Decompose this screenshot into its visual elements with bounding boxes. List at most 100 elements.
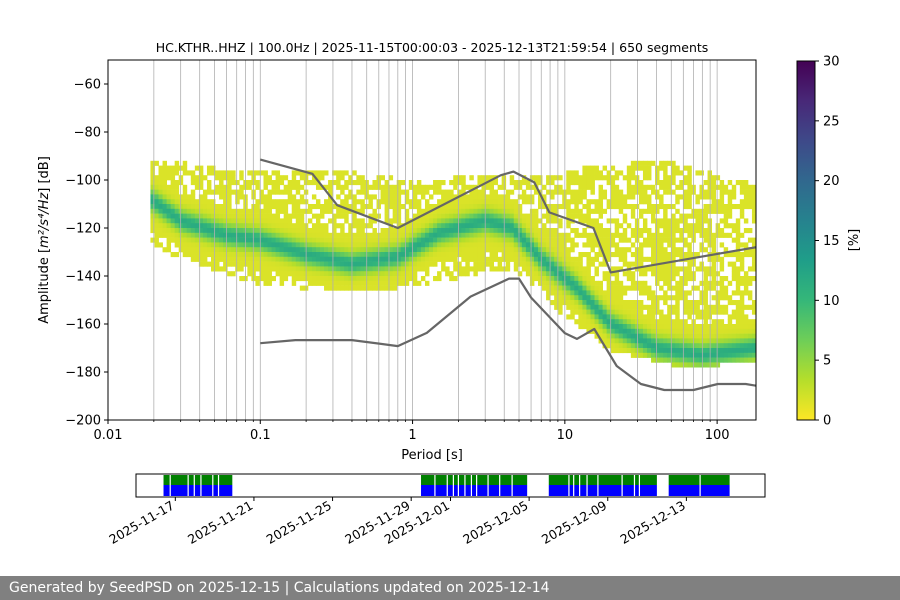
density-cell: [618, 319, 624, 325]
density-cell: [578, 314, 583, 320]
density-cell: [497, 218, 503, 224]
density-cell: [655, 333, 660, 339]
density-cell: [320, 228, 325, 234]
density-cell: [227, 271, 232, 277]
colorbar-tick-label: 25: [823, 114, 840, 129]
density-cell: [647, 333, 652, 339]
density-cell: [388, 218, 394, 224]
density-cell: [481, 213, 486, 219]
density-cell: [433, 208, 438, 214]
density-cell: [287, 266, 293, 272]
density-cell: [235, 256, 240, 262]
density-cell: [570, 314, 575, 320]
density-cell: [743, 199, 749, 205]
density-cell: [590, 242, 595, 248]
density-cell: [186, 252, 192, 258]
density-cell: [602, 319, 608, 325]
density-cell: [695, 228, 700, 234]
density-cell: [606, 290, 612, 296]
density-cell: [582, 184, 587, 190]
density-cell: [198, 256, 204, 262]
density-cell: [594, 300, 599, 306]
coverage-gap: [452, 475, 454, 496]
density-cell: [598, 175, 603, 181]
density-cell: [170, 184, 176, 190]
density-cell: [731, 333, 737, 339]
density-cell: [695, 324, 700, 330]
density-cell: [703, 237, 708, 243]
density-cell: [279, 266, 285, 272]
density-cell: [578, 189, 583, 195]
density-cell: [719, 228, 725, 234]
density-cell: [166, 194, 172, 200]
density-cell: [509, 213, 515, 219]
chart-title: HC.KTHR..HHZ | 100.0Hz | 2025-11-15T00:0…: [156, 40, 709, 55]
density-cell: [626, 194, 632, 200]
density-cell: [727, 180, 733, 186]
density-cell: [574, 285, 579, 291]
density-cell: [529, 261, 535, 267]
density-cell: [743, 352, 749, 358]
density-cell: [618, 256, 624, 262]
density-cell: [715, 256, 721, 262]
density-cell: [679, 328, 684, 334]
density-cell: [392, 208, 398, 214]
density-cell: [267, 228, 272, 234]
density-cell: [739, 314, 745, 320]
density-cell: [267, 175, 272, 181]
density-cell: [396, 213, 402, 219]
density-cell: [618, 290, 624, 296]
density-cell: [546, 237, 551, 243]
density-cell: [647, 175, 652, 181]
density-cell: [594, 228, 599, 234]
density-cell: [671, 228, 676, 234]
density-cell: [392, 256, 398, 262]
density-cell: [747, 343, 753, 349]
density-cell: [562, 232, 567, 238]
density-cell: [602, 189, 608, 195]
density-cell: [311, 228, 317, 234]
density-cell: [150, 223, 155, 229]
density-cell: [626, 319, 632, 325]
density-cell: [320, 280, 325, 286]
density-cell: [497, 228, 503, 234]
density-cell: [485, 256, 490, 262]
density-cell: [719, 324, 725, 330]
density-cell: [416, 266, 422, 272]
density-cell: [723, 184, 729, 190]
density-cell: [437, 276, 442, 282]
density-cell: [493, 180, 499, 186]
density-cell: [412, 213, 418, 219]
density-cell: [747, 184, 753, 190]
density-cell: [211, 228, 216, 234]
density-cell: [679, 357, 684, 363]
density-cell: [711, 208, 717, 214]
density-cell: [671, 352, 676, 358]
density-cell: [477, 252, 482, 258]
density-cell: [388, 256, 394, 262]
density-cell: [533, 208, 539, 214]
density-cell: [307, 276, 313, 282]
density-cell: [388, 189, 394, 195]
density-cell: [441, 204, 446, 210]
density-cell: [590, 280, 595, 286]
density-cell: [336, 242, 341, 248]
density-cell: [429, 218, 434, 224]
density-cell: [590, 175, 595, 181]
density-cell: [578, 324, 583, 330]
density-cell: [703, 300, 708, 306]
density-cell: [610, 199, 616, 205]
density-cell: [453, 223, 458, 229]
density-cell: [275, 184, 281, 190]
density-cell: [271, 261, 276, 267]
density-cell: [647, 184, 652, 190]
density-cell: [231, 170, 236, 176]
density-cell: [525, 237, 531, 243]
density-cell: [723, 352, 729, 358]
density-cell: [711, 362, 717, 368]
density-cell: [550, 256, 555, 262]
density-cell: [493, 218, 499, 224]
density-cell: [578, 276, 583, 282]
density-cell: [215, 247, 220, 253]
density-cell: [703, 333, 708, 339]
